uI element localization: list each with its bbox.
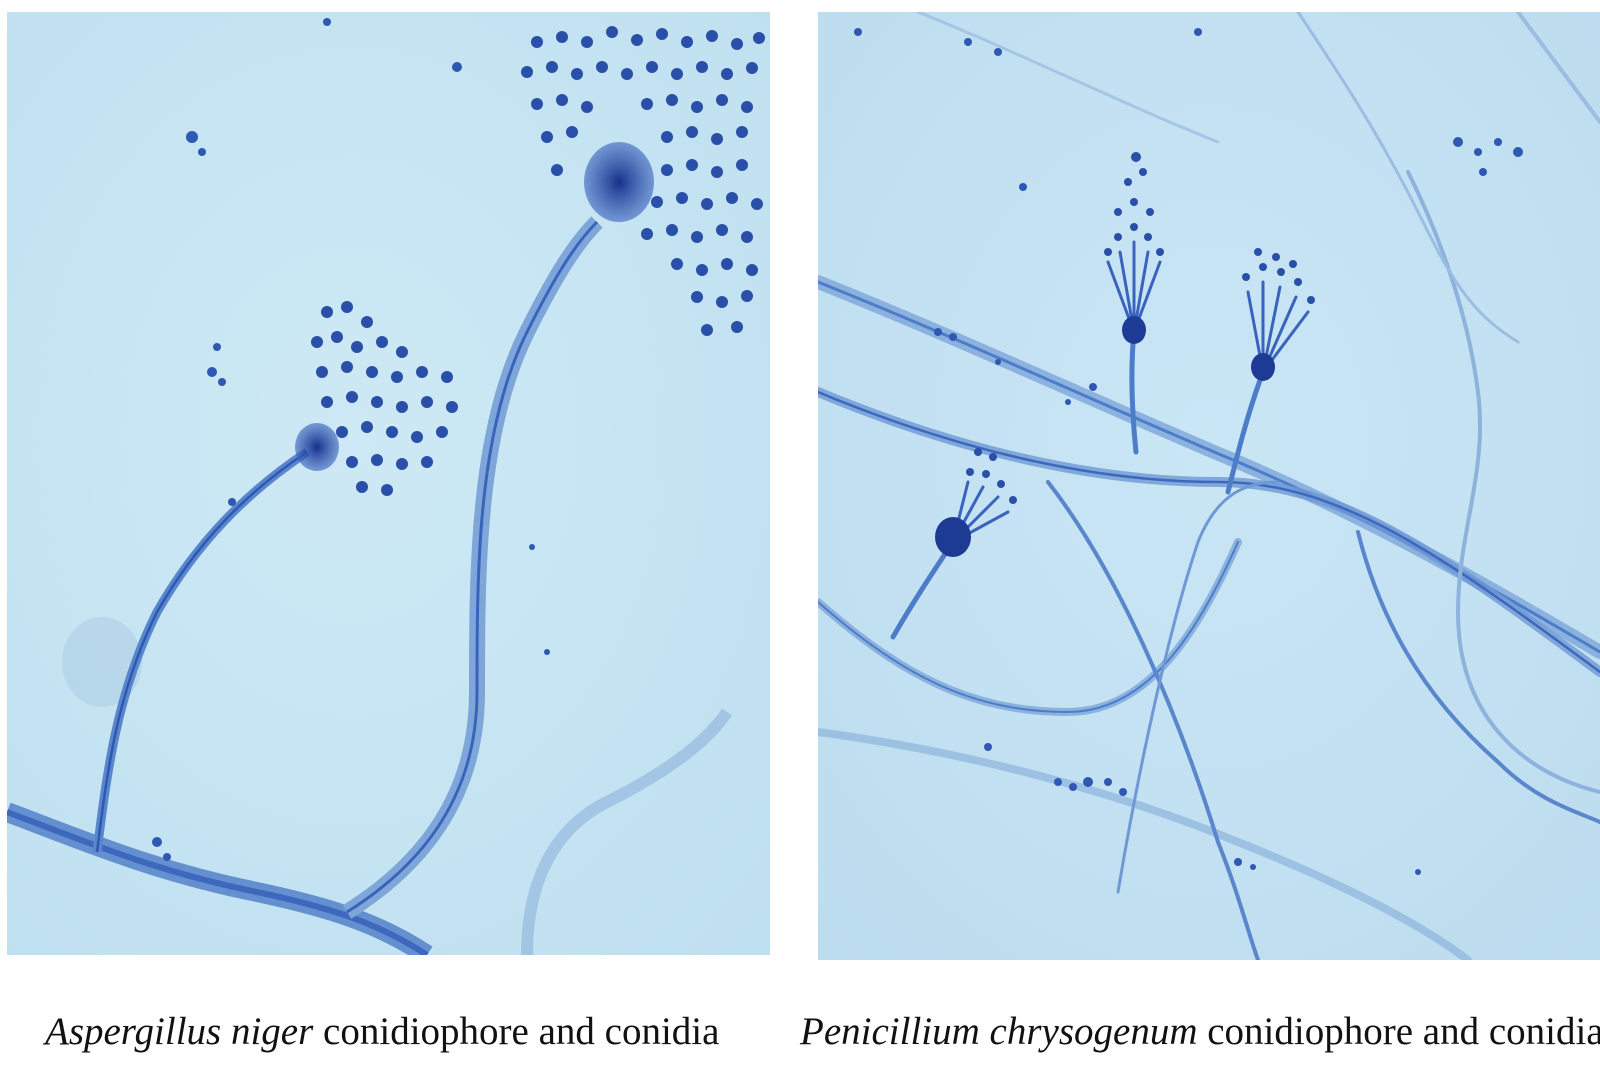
species-name-penicillium: Penicillium chrysogenum: [800, 1010, 1198, 1053]
caption-description-left: conidiophore and conidia: [323, 1010, 720, 1053]
caption-description-right: conidiophore and conidia: [1207, 1010, 1600, 1053]
penicillium-chrysogenum-micrograph: [818, 12, 1600, 960]
aspergillus-niger-micrograph: [7, 12, 770, 955]
species-name-aspergillus: Aspergillus niger: [45, 1010, 314, 1053]
caption-penicillium: Penicillium chrysogenum conidiophore and…: [800, 1008, 1600, 1056]
caption-aspergillus: Aspergillus niger conidiophore and conid…: [45, 1008, 719, 1056]
